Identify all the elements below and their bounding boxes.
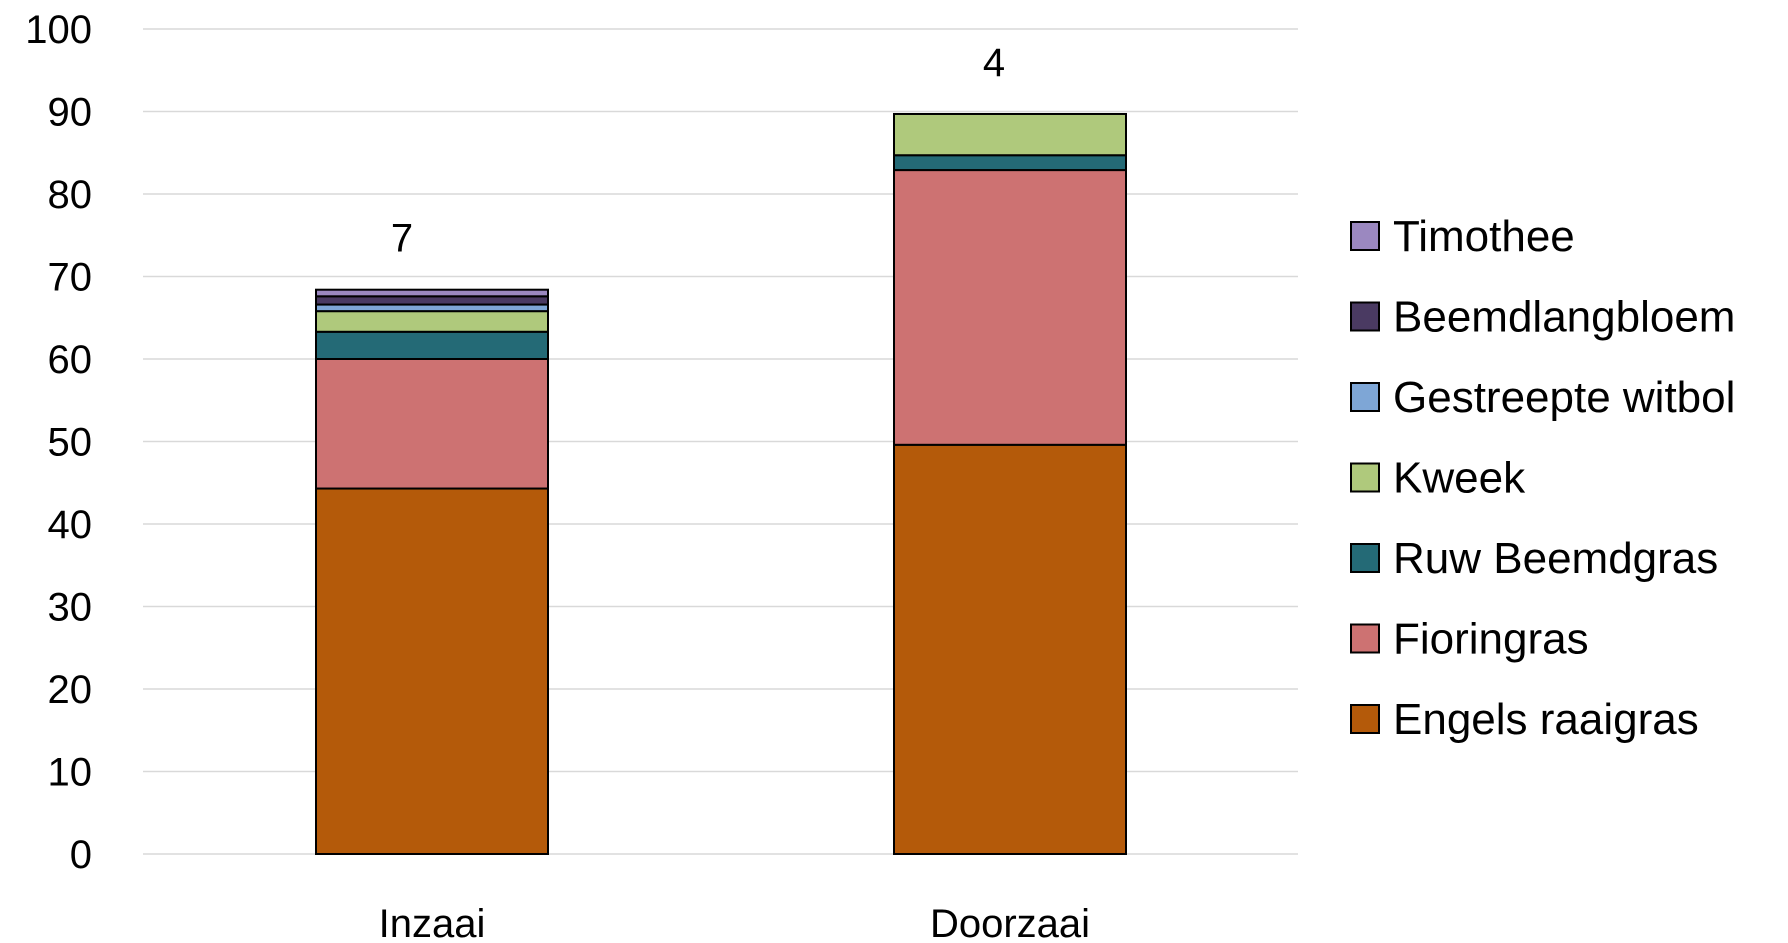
x-axis-category-labels: Inzaai Doorzaai — [379, 902, 1090, 943]
y-tick-label: 40 — [48, 503, 93, 547]
bar-segment-timothee — [315, 288, 549, 298]
bar-segment-engels-raaigras — [893, 443, 1127, 855]
y-tick-label: 80 — [48, 173, 93, 217]
y-tick-label: 10 — [48, 751, 93, 795]
bar-total-label: 7 — [391, 217, 413, 261]
legend-swatch — [1350, 623, 1380, 654]
y-axis-tick-labels: 0 10 20 30 40 50 60 70 80 90 100 — [25, 8, 92, 877]
y-tick-label: 50 — [48, 421, 93, 465]
bar-segment-kweek — [893, 112, 1127, 157]
y-tick-label: 100 — [25, 8, 92, 52]
legend-label: Fioringras — [1393, 615, 1589, 664]
bar-segment-kweek — [315, 310, 549, 333]
bar-total-label: 4 — [983, 41, 1005, 85]
legend-swatch — [1350, 462, 1380, 493]
legend-swatch — [1350, 704, 1380, 734]
legend-swatch — [1350, 543, 1380, 573]
y-tick-label: 30 — [48, 586, 93, 630]
legend: Timothee Beemdlangbloem Gestreepte witbol K… — [1350, 212, 1735, 744]
y-tick-label: 60 — [48, 338, 93, 382]
y-tick-label: 70 — [48, 256, 93, 300]
legend-swatch — [1350, 221, 1380, 251]
bars — [315, 112, 1127, 855]
legend-label: Kweek — [1393, 454, 1526, 503]
legend-label: Engels raaigras — [1393, 695, 1699, 744]
bar-total-labels: 74 — [391, 41, 1005, 261]
legend-label: Ruw Beemdgras — [1393, 534, 1718, 583]
legend-label: Beemdlangbloem — [1393, 293, 1735, 342]
bar-segment-engels-raaigras — [315, 487, 549, 855]
bar-segment-fioringras — [893, 169, 1127, 446]
bar-segment-beemdlangbloem — [315, 295, 549, 306]
bar-segment-fioringras — [315, 358, 549, 490]
y-tick-label: 90 — [48, 91, 93, 135]
x-category-label: Inzaai — [379, 902, 486, 943]
bar-segment-ruw-beemdgras — [315, 330, 549, 360]
legend-swatch — [1350, 301, 1380, 332]
y-tick-label: 0 — [70, 833, 92, 877]
y-tick-label: 20 — [48, 668, 93, 712]
x-category-label: Doorzaai — [930, 902, 1090, 943]
legend-label: Timothee — [1393, 212, 1575, 261]
legend-label: Gestreepte witbol — [1393, 373, 1735, 422]
bar-segment-ruw-beemdgras — [893, 154, 1127, 172]
legend-swatch — [1350, 382, 1380, 412]
